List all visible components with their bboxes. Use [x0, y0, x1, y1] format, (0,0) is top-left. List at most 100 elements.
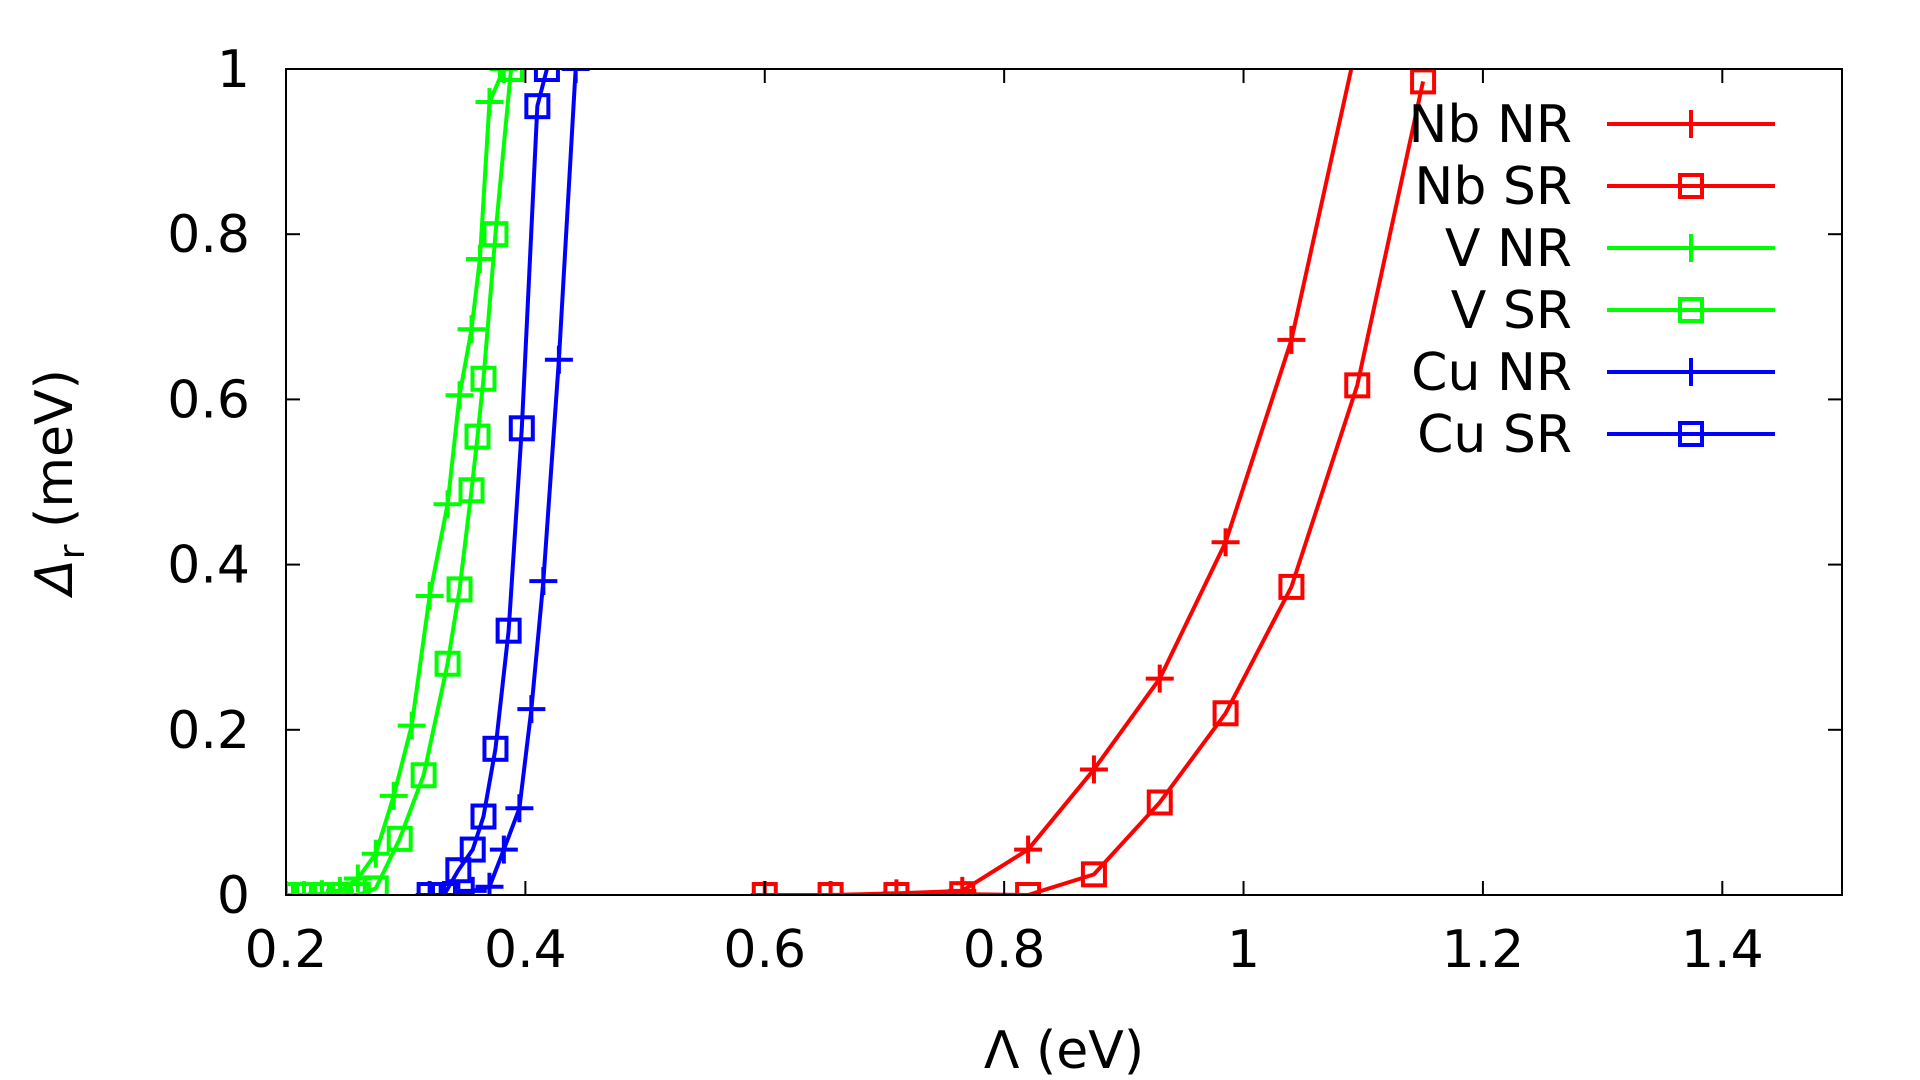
y-tick-label: 0.4: [167, 536, 250, 596]
legend-item-cu-nr-label: Cu NR: [1411, 343, 1572, 403]
legend-item-cu-sr-label: Cu SR: [1417, 405, 1572, 465]
series-v-nr-point: [465, 244, 494, 273]
series-v-sr-point: [464, 423, 491, 450]
x-tick-label: 0.2: [245, 920, 328, 980]
series-v-sr-point: [344, 882, 371, 895]
legend-item-v-nr-label: V NR: [1445, 219, 1572, 279]
series-cu-sr-point: [533, 69, 560, 82]
series-nb-sr-point: [883, 882, 910, 895]
series-nb-nr-point: [1014, 835, 1043, 864]
series-nb-sr-point: [1410, 69, 1437, 95]
ticks-layer: 0.2 0.4 0.6 0.8 1 1.2 1.400.20.40.60.81: [167, 40, 1842, 980]
series-v-sr-point: [308, 882, 335, 895]
legend-item-v-sr: V SR: [1451, 281, 1775, 341]
series-cu-sr-point: [482, 735, 509, 762]
y-tick-label: 0.6: [167, 370, 250, 430]
legend-item-cu-nr-marker: [1677, 358, 1705, 386]
legend-item-nb-sr-label: Nb SR: [1414, 157, 1572, 217]
series-v-sr-point: [458, 477, 485, 504]
series-v-sr-point: [386, 825, 413, 852]
series-v-nr-point: [415, 581, 444, 610]
series-v-sr-point: [410, 762, 437, 789]
series-v-nr-point: [397, 711, 426, 740]
series-v-sr-point: [498, 69, 525, 82]
x-tick-label: 1.4: [1681, 920, 1764, 980]
series-cu-nr-point: [444, 881, 473, 895]
series-v-nr-point: [445, 381, 474, 410]
series-nb-sr-point: [1146, 789, 1173, 816]
series-v-sr-point: [446, 576, 473, 603]
series-v-sr-point: [434, 650, 461, 677]
series-v-sr-line: [286, 69, 514, 895]
series-nb-sr-point: [1278, 573, 1305, 600]
series-cu-nr-point: [489, 835, 518, 864]
y-axis-label-unit: (meV): [25, 369, 85, 544]
legend-item-cu-sr-marker: [1678, 421, 1704, 447]
legend-item-cu-nr: Cu NR: [1411, 343, 1775, 403]
series-nb-sr: [751, 69, 1437, 895]
series-cu-nr: [415, 69, 590, 895]
series-cu-nr-point: [517, 695, 546, 724]
legend-item-nb-nr-marker: [1677, 110, 1705, 138]
x-tick-label: 1.2: [1442, 920, 1525, 980]
series-cu-nr-point: [458, 876, 487, 895]
series-v-nr-point: [457, 315, 486, 344]
series-nb-nr-point: [1277, 325, 1306, 354]
series-v-nr-point: [361, 839, 390, 868]
y-axis-label: Δr (meV): [25, 369, 93, 599]
series-cu-nr-point: [475, 872, 504, 895]
series-cu-sr-point: [459, 836, 486, 863]
series-nb-sr-point: [1212, 700, 1239, 727]
series-cu-sr-point: [495, 617, 522, 644]
series-cu-sr-point: [508, 415, 535, 442]
series-nb-sr-point: [1015, 882, 1042, 895]
x-axis-label: Λ (eV): [984, 1021, 1144, 1080]
series-nb-nr-point: [1145, 664, 1174, 693]
series-v-nr-point: [433, 490, 462, 519]
series-v-sr: [286, 69, 525, 895]
legend-item-v-sr-marker: [1678, 297, 1704, 323]
plot-frame: [285, 68, 1843, 896]
series-nb-sr-point: [1344, 372, 1371, 399]
x-tick-label: 1: [1227, 920, 1260, 980]
series-cu-sr-point: [416, 882, 443, 895]
series-v-nr-point: [475, 88, 504, 117]
series-cu-sr-point: [524, 93, 551, 120]
series-v-sr-point: [326, 882, 353, 895]
series-nb-sr-point: [1080, 861, 1107, 888]
legend-item-nb-nr: Nb NR: [1409, 95, 1775, 155]
y-tick-label: 0.8: [167, 205, 250, 265]
series-cu-sr-point: [445, 857, 472, 884]
legend-item-v-sr-label: V SR: [1451, 281, 1572, 341]
series-layer: [286, 69, 1437, 895]
series-v-sr-point: [290, 882, 317, 895]
y-tick-label: 0.2: [167, 701, 250, 761]
series-cu-nr-point: [505, 794, 534, 823]
series-cu-nr-point: [529, 567, 558, 596]
series-cu-sr: [416, 69, 560, 895]
series-v-sr-point: [482, 221, 509, 248]
series-v-sr-point: [470, 365, 497, 392]
x-tick-label: 0.4: [484, 920, 567, 980]
series-v-sr-point: [362, 875, 389, 895]
y-axis-label-sub: r: [52, 544, 93, 559]
legend-item-nb-sr: Nb SR: [1414, 157, 1775, 217]
series-cu-sr-point: [430, 882, 457, 895]
y-tick-label: 1: [217, 40, 250, 100]
series-nb-sr-line: [764, 80, 1426, 895]
legend-item-nb-sr-marker: [1678, 173, 1704, 199]
legend-item-cu-sr: Cu SR: [1417, 405, 1775, 465]
series-cu-sr-point: [470, 803, 497, 830]
series-nb-sr-point: [817, 882, 844, 895]
legend-item-v-nr-marker: [1677, 234, 1705, 262]
series-cu-nr-point: [561, 69, 590, 83]
legend-item-nb-nr-label: Nb NR: [1409, 95, 1572, 155]
series-nb-nr-point: [1211, 528, 1240, 557]
series-cu-nr-point: [544, 345, 573, 374]
legend-item-v-nr: V NR: [1445, 219, 1775, 279]
x-tick-label: 0.8: [963, 920, 1046, 980]
x-tick-label: 0.6: [723, 920, 806, 980]
